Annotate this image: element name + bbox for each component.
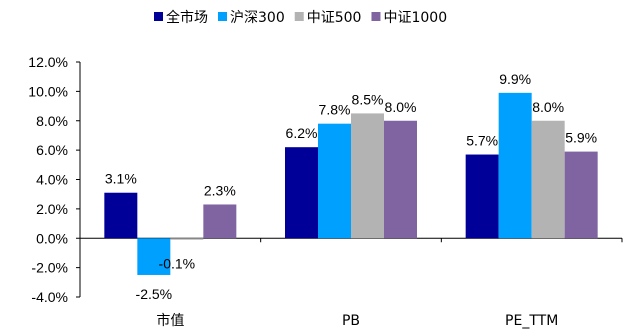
bar — [203, 204, 237, 239]
y-tick-label: 0.0% — [36, 230, 68, 246]
y-tick-label: 8.0% — [36, 113, 68, 129]
bar — [465, 154, 499, 239]
data-label: 2.3% — [204, 182, 236, 198]
data-label: 7.8% — [319, 102, 351, 118]
y-tick-label: 12.0% — [28, 54, 68, 70]
legend-label: 中证1000 — [383, 10, 447, 26]
x-tick-label: 市值 — [156, 312, 184, 329]
bar — [285, 147, 318, 239]
bars — [104, 92, 598, 275]
y-tick-label: -4.0% — [31, 289, 68, 305]
data-label: -0.1% — [159, 255, 196, 271]
data-label: 3.1% — [105, 171, 137, 187]
legend-swatch — [218, 12, 227, 21]
legend: 全市场 沪深300 中证500 中证1000 — [154, 9, 447, 26]
data-label: 6.2% — [286, 125, 318, 141]
legend-swatch — [294, 12, 304, 21]
data-label: 8.5% — [352, 91, 384, 107]
bar — [564, 151, 598, 239]
bar — [318, 123, 351, 239]
data-label: 5.9% — [565, 130, 597, 146]
axes: 12.0% 10.0% 8.0% 6.0% 4.0% 2.0% 0.0% -2.0% -4.0%… — [28, 54, 623, 329]
legend-label: 中证500 — [307, 10, 362, 26]
y-tick-label: 4.0% — [36, 172, 68, 188]
y-tick-label: 10.0% — [28, 83, 68, 99]
data-label: 8.0% — [532, 99, 564, 115]
legend-label: 沪深300 — [230, 10, 285, 26]
bar — [531, 120, 565, 239]
data-label: -2.5% — [136, 286, 173, 302]
data-label: 5.7% — [466, 133, 498, 149]
y-tick-label: -2.0% — [31, 260, 68, 276]
data-label: 8.0% — [385, 99, 417, 115]
x-tick-label: PB — [342, 313, 360, 329]
bar — [104, 192, 138, 239]
bar — [351, 113, 384, 239]
y-tick-label: 6.0% — [36, 142, 68, 158]
x-tick-label: PE_TTM — [505, 313, 558, 329]
bar — [137, 238, 171, 275]
bar — [384, 120, 417, 239]
bar — [498, 92, 532, 239]
bar — [170, 238, 204, 240]
data-label: 9.9% — [499, 71, 531, 87]
legend-label: 全市场 — [166, 9, 208, 26]
legend-swatch — [154, 12, 163, 21]
data-labels: 3.1%6.2% 5.7%-2.5%7.8%9.9%-0.1%8.5% 8.0%2.… — [105, 71, 597, 302]
y-tick-label: 2.0% — [36, 201, 68, 217]
legend-swatch — [371, 12, 381, 21]
